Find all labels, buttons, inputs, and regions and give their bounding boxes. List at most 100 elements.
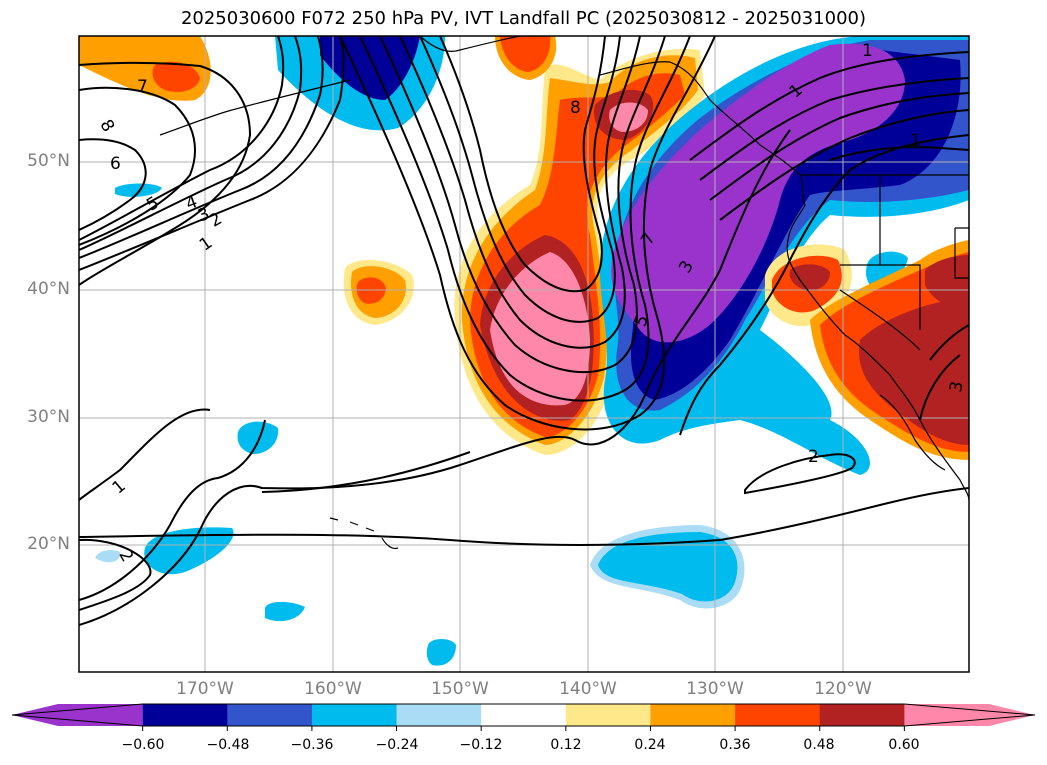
contour-east-1 bbox=[679, 134, 969, 436]
contour-label: 2 bbox=[808, 447, 819, 467]
colorbar-segment bbox=[565, 704, 651, 726]
pv-patch-california-dark bbox=[789, 264, 830, 291]
lon-label-140w: 140°W bbox=[559, 679, 617, 699]
state-border-3 bbox=[839, 289, 921, 351]
lon-label-120w: 120°W bbox=[814, 679, 872, 699]
contour-label: 1 bbox=[862, 41, 873, 61]
colorbar-segment bbox=[227, 704, 313, 726]
colorbar-segment bbox=[311, 704, 398, 726]
map-title: 2025030600 F072 250 hPa PV, IVT Landfall… bbox=[180, 8, 867, 29]
colorbar-extend-max bbox=[904, 704, 1035, 726]
contour-arc-2 bbox=[419, 36, 621, 323]
contour-east-3 bbox=[689, 51, 969, 161]
contour-east-7 bbox=[929, 324, 969, 361]
pv-patch-southwest-dark bbox=[859, 300, 969, 445]
colorbar-segment bbox=[396, 704, 482, 726]
contour-loop-2 bbox=[744, 453, 856, 495]
alaska-coast bbox=[419, 36, 521, 52]
colorbar bbox=[11, 703, 1036, 731]
pv-patch-northeast-dark bbox=[925, 255, 969, 310]
contour-label: 8 bbox=[95, 116, 118, 135]
pv-patch-small-6 bbox=[820, 429, 860, 458]
pv-patch-small-4 bbox=[115, 183, 162, 197]
contour-label: 3 bbox=[946, 380, 968, 394]
contour-arc-1 bbox=[439, 36, 606, 293]
contour-label: 2 bbox=[206, 209, 225, 232]
pv-patch-small-1 bbox=[237, 421, 279, 455]
ivt-contours bbox=[79, 36, 969, 626]
pv-patch-north-red bbox=[152, 61, 200, 92]
colorbar-segment bbox=[481, 704, 567, 726]
state-border-2 bbox=[840, 264, 921, 330]
colorbar-tick-label: −0.24 bbox=[375, 737, 419, 753]
hawaii-islands bbox=[329, 517, 399, 550]
pv-patch-small-5 bbox=[865, 251, 908, 286]
contour-label: 1 bbox=[910, 131, 921, 151]
contour-arc-8 bbox=[79, 538, 152, 611]
lon-label-170w: 170°W bbox=[176, 679, 234, 699]
colorbar-tick-label: −0.60 bbox=[121, 737, 165, 753]
lon-label-150w: 150°W bbox=[431, 679, 489, 699]
pv-patch-small-2 bbox=[265, 601, 305, 622]
colorbar-tick-label: −0.48 bbox=[206, 737, 250, 753]
contour-label: 7 bbox=[137, 77, 148, 97]
contour-east-5 bbox=[719, 109, 969, 221]
contour-west-1 bbox=[79, 61, 252, 286]
contour-south-1 bbox=[79, 129, 791, 626]
pv-negative-north-core bbox=[320, 36, 420, 100]
colorbar-tick-label: 0.60 bbox=[888, 737, 920, 753]
map-frame bbox=[78, 35, 970, 673]
contour-west-5 bbox=[79, 36, 324, 259]
contour-arc-4 bbox=[379, 36, 666, 373]
contour-south-3 bbox=[79, 487, 969, 546]
contour-label: 8 bbox=[570, 98, 581, 118]
colorbar-tick-label: 0.24 bbox=[634, 737, 666, 753]
pv-shading bbox=[79, 36, 969, 666]
contour-west-6 bbox=[79, 36, 303, 251]
pv-positive-gulf-pink bbox=[609, 102, 648, 132]
pv-patch-mid-red bbox=[356, 277, 386, 304]
contour-label: 2 bbox=[114, 546, 137, 565]
colorbar-segment bbox=[735, 704, 821, 726]
pv-patch-hawaii-east-core bbox=[598, 532, 738, 602]
contour-arc-6 bbox=[339, 36, 716, 431]
colorbar-segment bbox=[142, 704, 228, 726]
lon-label-160w: 160°W bbox=[304, 679, 362, 699]
contour-west-3 bbox=[79, 138, 147, 231]
pv-patch-north-center-red bbox=[500, 36, 551, 72]
north-america-coast bbox=[599, 61, 969, 501]
colorbar-tick-label: 0.12 bbox=[550, 737, 582, 753]
contour-east-4 bbox=[709, 92, 969, 201]
contour-south-4 bbox=[261, 451, 471, 493]
contour-arc-7 bbox=[79, 408, 211, 501]
colorbar-tick-label: 0.48 bbox=[803, 737, 835, 753]
colorbar-tick-label: −0.36 bbox=[290, 737, 334, 753]
contour-east-8 bbox=[919, 354, 961, 421]
contour-west-7 bbox=[79, 36, 285, 241]
state-border-4 bbox=[954, 227, 969, 279]
lat-label-40n: 40°N bbox=[27, 279, 70, 299]
contour-west-2 bbox=[79, 86, 196, 246]
baja bbox=[879, 394, 946, 471]
contour-arc-5 bbox=[359, 36, 691, 402]
coastlines bbox=[159, 36, 969, 550]
contour-east-6 bbox=[829, 146, 969, 161]
colorbar-tick-label: −0.12 bbox=[459, 737, 503, 753]
pv-patch-west-edge bbox=[95, 550, 121, 563]
lon-label-130w: 130°W bbox=[686, 679, 744, 699]
contour-label: 1 bbox=[109, 476, 130, 498]
lat-label-20n: 20°N bbox=[27, 534, 70, 554]
pv-patch-west bbox=[144, 527, 234, 575]
contour-label: 1 bbox=[196, 233, 216, 256]
colorbar-extend-min bbox=[12, 704, 143, 726]
colorbar-segment bbox=[650, 704, 736, 726]
colorbar-segment bbox=[819, 704, 905, 726]
contour-south-2 bbox=[79, 419, 266, 601]
colorbar-tick-label: 0.36 bbox=[719, 737, 751, 753]
contour-west-4 bbox=[79, 36, 345, 271]
contour-east-2 bbox=[699, 77, 969, 181]
contour-arc-3 bbox=[399, 36, 641, 349]
lat-label-30n: 30°N bbox=[27, 407, 70, 427]
contour-label: 6 bbox=[110, 154, 121, 174]
